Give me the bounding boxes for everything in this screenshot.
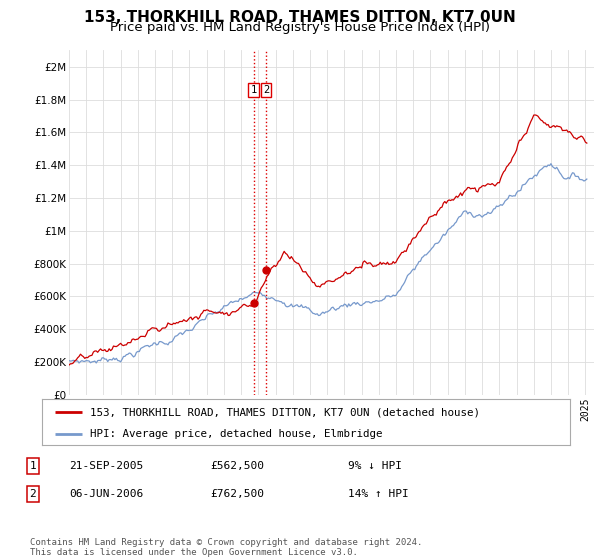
Text: £562,500: £562,500 xyxy=(210,461,264,471)
Text: 153, THORKHILL ROAD, THAMES DITTON, KT7 0UN (detached house): 153, THORKHILL ROAD, THAMES DITTON, KT7 … xyxy=(89,407,479,417)
Text: Contains HM Land Registry data © Crown copyright and database right 2024.
This d: Contains HM Land Registry data © Crown c… xyxy=(30,538,422,557)
Text: 2: 2 xyxy=(263,85,269,95)
Text: 153, THORKHILL ROAD, THAMES DITTON, KT7 0UN: 153, THORKHILL ROAD, THAMES DITTON, KT7 … xyxy=(84,10,516,25)
Text: Price paid vs. HM Land Registry's House Price Index (HPI): Price paid vs. HM Land Registry's House … xyxy=(110,21,490,34)
Text: 14% ↑ HPI: 14% ↑ HPI xyxy=(348,489,409,499)
Text: 2: 2 xyxy=(29,489,37,499)
Text: £762,500: £762,500 xyxy=(210,489,264,499)
Text: HPI: Average price, detached house, Elmbridge: HPI: Average price, detached house, Elmb… xyxy=(89,429,382,438)
Text: 1: 1 xyxy=(251,85,257,95)
Text: 06-JUN-2006: 06-JUN-2006 xyxy=(69,489,143,499)
Text: 9% ↓ HPI: 9% ↓ HPI xyxy=(348,461,402,471)
Text: 21-SEP-2005: 21-SEP-2005 xyxy=(69,461,143,471)
Text: 1: 1 xyxy=(29,461,37,471)
